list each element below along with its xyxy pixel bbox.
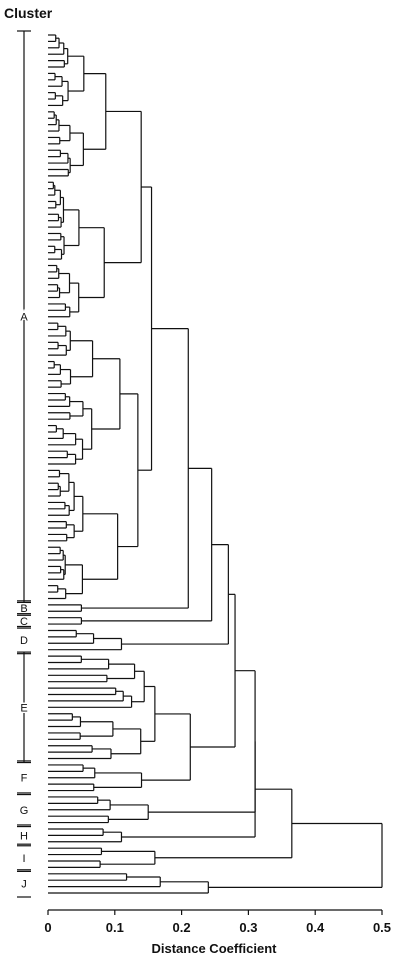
cluster-label: F [21, 773, 28, 785]
x-tick-label: 0 [44, 920, 51, 935]
x-axis-label: Distance Coefficient [152, 941, 278, 956]
cluster-label: B [20, 603, 27, 615]
cluster-label: C [20, 616, 28, 628]
cluster-label: D [20, 635, 28, 647]
x-tick-label: 0.4 [306, 920, 325, 935]
x-tick-label: 0.2 [173, 920, 191, 935]
cluster-label: I [22, 853, 25, 865]
cluster-label: J [21, 878, 27, 890]
cluster-heading: Cluster [4, 5, 53, 21]
cluster-label: G [20, 805, 29, 817]
dendrogram-tree [48, 34, 383, 894]
cluster-label: A [20, 312, 28, 324]
x-axis: 0 0.1 0.2 0.3 0.4 0.5 [44, 909, 391, 935]
cluster-label: E [20, 702, 27, 714]
x-tick-label: 0.3 [239, 920, 257, 935]
x-tick-label: 0.1 [106, 920, 124, 935]
cluster-label: H [20, 830, 28, 842]
x-tick-label: 0.5 [373, 920, 391, 935]
cluster-brackets: A BCD E F G HI J [17, 30, 31, 898]
